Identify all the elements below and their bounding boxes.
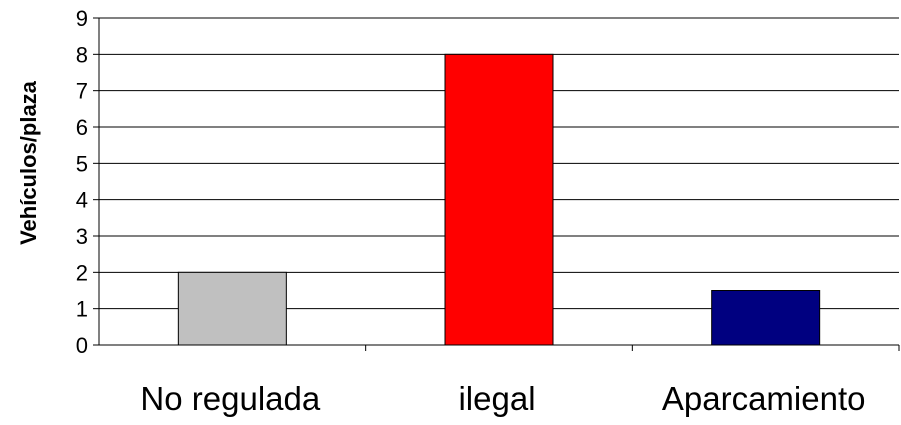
y-tick-label: 3 [76,224,88,249]
bars [177,53,821,346]
axes [93,17,900,351]
x-tick-labels: No regulada ilegal Aparcamiento [140,380,865,417]
y-tick-label: 8 [76,42,88,67]
y-tick-label: 0 [76,333,88,358]
bar-aparcamiento [711,290,821,346]
y-tick-label: 2 [76,260,88,285]
x-tick-label: ilegal [458,380,535,417]
y-tick-label: 1 [76,297,88,322]
y-axis-title: Vehículos/plaza [16,80,41,245]
x-tick-label: No regulada [140,380,320,417]
bar-no-regulada [177,271,287,346]
y-tick-label: 7 [76,79,88,104]
y-tick-label: 5 [76,151,88,176]
y-tick-labels: 0 1 2 3 4 5 6 7 8 9 [76,6,88,358]
y-tick-label: 9 [76,6,88,31]
bar-ilegal [444,53,554,346]
y-tick-label: 4 [76,188,88,213]
y-tick-label: 6 [76,115,88,140]
x-tick-label: Aparcamiento [662,380,866,417]
